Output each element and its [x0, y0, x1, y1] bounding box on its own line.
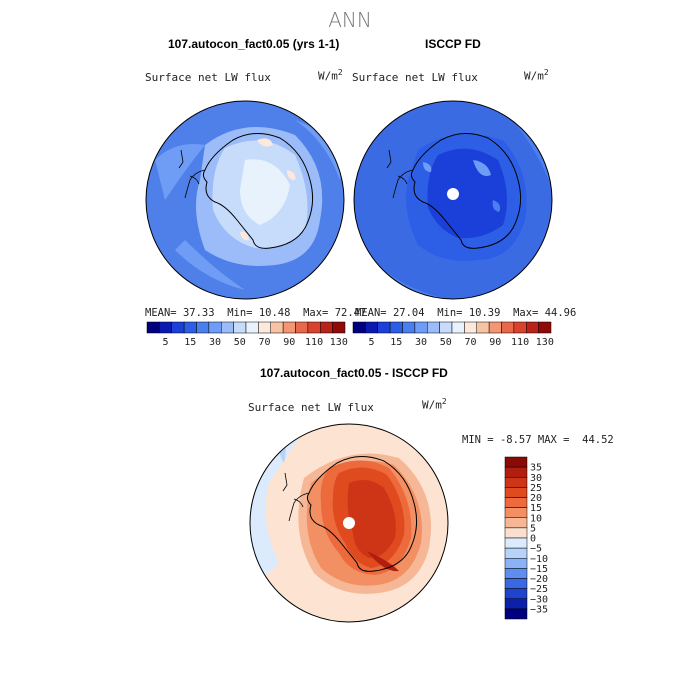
- diff-colorbar-swatch: [504, 527, 528, 539]
- right-variable-label: Surface net LW flux: [352, 71, 478, 84]
- right-colorbar-swatch: [439, 321, 453, 334]
- diff-colorbar-label: −35: [530, 604, 548, 615]
- diff-colorbar-label: 15: [530, 503, 542, 514]
- diff-polar-map: [249, 423, 449, 623]
- left-colorbar: 5 15 30 50 70 90 110 130: [146, 321, 348, 348]
- diff-colorbar-swatch: [504, 558, 528, 569]
- left-variable-label: Surface net LW flux: [145, 71, 271, 84]
- left-colorbar-label: 30: [209, 337, 221, 348]
- right-colorbar-swatch: [476, 321, 490, 334]
- diff-colorbar-swatch: [504, 578, 528, 589]
- left-colorbar-swatch: [221, 321, 234, 334]
- right-colorbar-swatch: [501, 321, 515, 334]
- diff-colorbar-label: −20: [530, 574, 548, 585]
- left-colorbar-label: 70: [259, 337, 271, 348]
- left-colorbar-swatch: [196, 321, 210, 334]
- diff-colorbar-swatch: [504, 507, 528, 518]
- left-colorbar-swatch: [332, 321, 346, 334]
- diff-colorbar-label: 25: [530, 483, 542, 494]
- diff-colorbar-swatch: [504, 598, 528, 610]
- right-colorbar-swatch: [513, 321, 527, 334]
- right-colorbar-label: 50: [440, 337, 452, 348]
- diff-colorbar-swatch: [504, 466, 528, 478]
- right-panel-title: ISCCP FD: [425, 37, 481, 51]
- left-polar-map: [145, 100, 345, 300]
- right-colorbar-swatch: [389, 321, 403, 334]
- right-colorbar: 5 15 30 50 70 90 110 130: [352, 321, 554, 348]
- diff-colorbar-swatch: [504, 588, 528, 599]
- diff-panel-title: 107.autocon_fact0.05 - ISCCP FD: [260, 366, 448, 380]
- left-colorbar-swatch: [208, 321, 222, 334]
- diff-colorbar-label: 35: [530, 463, 542, 474]
- right-colorbar-label: 5: [369, 337, 375, 348]
- diff-colorbar-swatch: [504, 497, 528, 508]
- diff-colorbar-label: 0: [530, 534, 536, 545]
- right-colorbar-swatch: [352, 321, 366, 334]
- diff-colorbar-label: −10: [530, 554, 548, 565]
- right-colorbar-label: 30: [415, 337, 427, 348]
- diff-colorbar-label: −5: [530, 544, 542, 555]
- diff-colorbar-label: −15: [530, 564, 548, 575]
- right-colorbar-swatch: [365, 321, 378, 334]
- left-colorbar-swatch: [295, 321, 309, 334]
- diff-stats: MIN = -8.57 MAX = 44.52: [462, 434, 614, 446]
- diff-colorbar-swatch: [504, 568, 528, 579]
- diff-colorbar-swatch: [504, 487, 528, 498]
- right-colorbar-label: 130: [536, 337, 554, 348]
- diff-colorbar-label: 5: [530, 523, 536, 534]
- figure-title: ANN: [328, 8, 372, 32]
- right-colorbar-label: 90: [489, 337, 501, 348]
- left-colorbar-swatch: [270, 321, 284, 334]
- left-colorbar-label: 15: [184, 337, 196, 348]
- left-colorbar-label: 50: [234, 337, 246, 348]
- diff-colorbar-swatch: [504, 547, 528, 559]
- left-colorbar-swatch: [282, 321, 296, 334]
- diff-colorbar-label: 20: [530, 493, 542, 504]
- left-stats: MEAN= 37.33 Min= 10.48 Max= 72.47: [145, 307, 367, 319]
- diff-colorbar-swatch: [504, 537, 528, 549]
- diff-colorbar-label: 10: [530, 513, 542, 524]
- diff-units-label: W/m2: [422, 397, 447, 412]
- right-polar-map: [353, 100, 553, 300]
- left-colorbar-swatch: [146, 321, 160, 334]
- diff-colorbar-label: 30: [530, 473, 542, 484]
- diff-colorbar-label: −25: [530, 584, 548, 595]
- left-colorbar-label: 110: [305, 337, 323, 348]
- left-colorbar-swatch: [320, 321, 333, 334]
- right-colorbar-swatch: [464, 321, 477, 334]
- left-colorbar-label: 130: [330, 337, 348, 348]
- right-colorbar-swatch: [427, 321, 440, 334]
- right-colorbar-label: 70: [465, 337, 477, 348]
- right-colorbar-swatch: [526, 321, 539, 334]
- right-colorbar-swatch: [377, 321, 391, 334]
- right-colorbar-swatch: [538, 321, 552, 334]
- left-colorbar-swatch: [245, 321, 259, 334]
- diff-colorbar-swatch: [504, 608, 528, 620]
- left-colorbar-label: 5: [163, 337, 169, 348]
- diff-variable-label: Surface net LW flux: [248, 401, 374, 414]
- left-colorbar-swatch: [307, 321, 321, 334]
- left-colorbar-swatch: [171, 321, 185, 334]
- left-colorbar-swatch: [159, 321, 172, 334]
- left-colorbar-swatch: [258, 321, 271, 334]
- right-stats: MEAN= 27.04 Min= 10.39 Max= 44.96: [355, 307, 577, 319]
- diff-colorbar-swatch: [504, 477, 528, 488]
- left-panel-title: 107.autocon_fact0.05 (yrs 1-1): [168, 37, 340, 51]
- right-colorbar-swatch: [488, 321, 502, 334]
- left-colorbar-swatch: [183, 321, 197, 334]
- left-units-label: W/m2: [318, 68, 343, 83]
- right-colorbar-swatch: [451, 321, 465, 334]
- right-colorbar-label: 110: [511, 337, 529, 348]
- right-colorbar-label: 15: [390, 337, 402, 348]
- diff-colorbar-label: −30: [530, 594, 548, 605]
- right-colorbar-swatch: [402, 321, 416, 334]
- left-colorbar-swatch: [233, 321, 247, 334]
- diff-colorbar-swatch: [504, 517, 528, 529]
- right-units-label: W/m2: [524, 68, 549, 83]
- left-colorbar-label: 90: [283, 337, 295, 348]
- right-colorbar-swatch: [414, 321, 428, 334]
- diff-colorbar-swatch: [504, 456, 528, 468]
